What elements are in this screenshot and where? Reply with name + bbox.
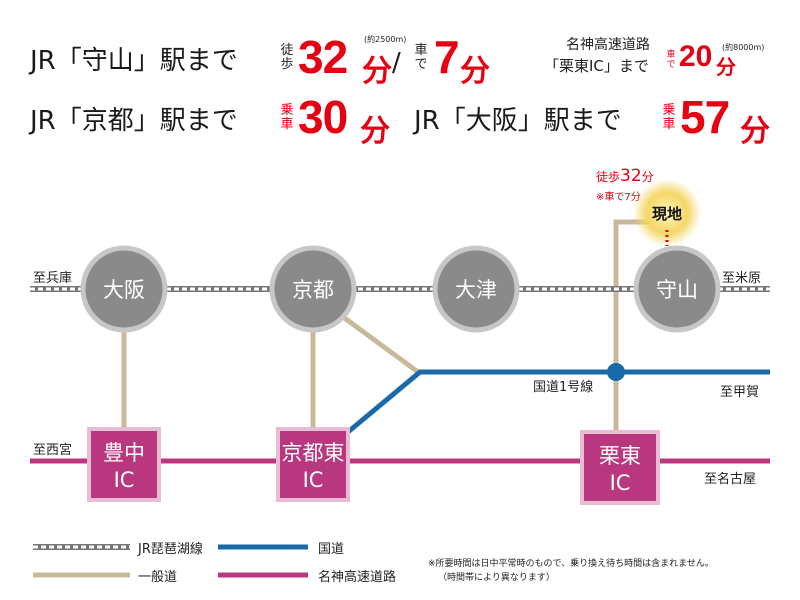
- ic-kyoto-higashi: 京都東 IC: [276, 427, 350, 502]
- slash-separator: /: [392, 48, 401, 78]
- station-moriyama-label: 守山: [656, 278, 698, 302]
- station-osaka: 大阪: [80, 245, 168, 333]
- ic-distance-note: (約8000m): [722, 43, 765, 52]
- ic-mode-label: 車で: [666, 50, 676, 70]
- ic-unit: 分: [716, 55, 736, 79]
- expressway-title: 名神高速道路: [566, 37, 650, 53]
- label-kouka: 至甲賀: [720, 385, 760, 400]
- kyoto-mode-label: 乗車: [280, 103, 294, 132]
- moriyama-prefix: JR「守山」駅まで: [30, 46, 238, 76]
- osaka-prefix: JR「大阪」駅まで: [414, 106, 622, 136]
- label-maibara: 至米原: [722, 271, 762, 286]
- footnote-line2: （時間帯により異なります）: [438, 573, 555, 583]
- moriyama-heading: JR「守山」駅まで: [30, 48, 238, 74]
- site-label: 現地: [652, 205, 682, 223]
- label-nagoya: 至名古屋: [704, 472, 757, 487]
- label-route1: 国道1号線: [533, 380, 594, 395]
- ic-ritto-ic: IC: [610, 471, 631, 495]
- osaka-minutes: 57: [680, 91, 730, 143]
- walk-distance-note: (約2500m): [364, 35, 407, 44]
- local-roads: [121, 219, 667, 432]
- car-minutes: 7: [434, 31, 460, 83]
- label-hyogo: 至兵庫: [33, 271, 73, 286]
- kyoto-minutes: 30: [298, 91, 348, 143]
- ic-minutes: 20: [679, 40, 713, 73]
- ic-toyonaka-ic: IC: [114, 468, 135, 492]
- legend-local-label: 一般道: [138, 570, 178, 585]
- legend-national-label: 国道: [318, 542, 345, 557]
- walk-mode-label: 徒歩: [280, 43, 294, 72]
- station-otsu-label: 大津: [455, 278, 497, 302]
- site-walk-minutes: 32: [620, 166, 642, 186]
- route1-junction: [607, 363, 625, 381]
- walk-minutes: 32: [298, 31, 348, 83]
- site-marker: 現地: [633, 179, 701, 247]
- station-kyoto: 京都: [269, 245, 357, 333]
- site-car-note: ※車で7分: [596, 192, 641, 203]
- legend-jr-label: JR琵琶湖線: [138, 542, 203, 557]
- walk-unit: 分: [362, 54, 392, 89]
- ic-ritto: 栗東 IC: [580, 430, 660, 505]
- station-otsu: 大津: [432, 245, 520, 333]
- site-walk-mode: 徒歩: [596, 170, 621, 184]
- kyoto-prefix: JR「京都」駅まで: [30, 106, 238, 136]
- site-walk-text: 徒歩32分: [596, 166, 654, 186]
- ic-ritto-name: 栗東: [599, 444, 641, 468]
- station-osaka-label: 大阪: [103, 278, 145, 302]
- site-walk-unit: 分: [641, 170, 654, 184]
- ic-toyonaka-name: 豊中: [103, 441, 145, 465]
- car-mode-label: 車で: [414, 43, 428, 72]
- osaka-unit: 分: [740, 114, 770, 149]
- station-kyoto-label: 京都: [292, 278, 334, 302]
- station-moriyama: 守山: [633, 245, 721, 333]
- osaka-mode-label: 乗車: [662, 103, 676, 132]
- footnote-line1: ※所要時間は日中平常時のもので、乗り換え待ち時間は含まれません。: [428, 559, 714, 569]
- legend-expressway-label: 名神高速道路: [318, 570, 397, 585]
- site-glow: [633, 179, 701, 247]
- legend: [33, 544, 308, 578]
- ritto-ic-prefix: 「栗東IC」まで: [544, 57, 649, 75]
- label-nishinomiya: 至西宮: [33, 443, 73, 458]
- ic-kyoto-higashi-ic: IC: [303, 468, 324, 492]
- ic-toyonaka: 豊中 IC: [87, 427, 161, 502]
- route1-road: [346, 369, 770, 434]
- kyoto-unit: 分: [360, 114, 390, 149]
- ic-kyoto-higashi-name: 京都東: [282, 441, 345, 465]
- car-unit: 分: [460, 54, 490, 89]
